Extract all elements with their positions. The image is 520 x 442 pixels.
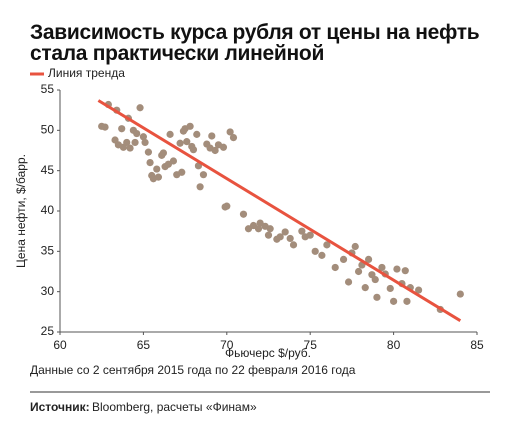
point xyxy=(208,132,216,140)
point xyxy=(289,241,298,249)
point xyxy=(386,284,394,293)
point xyxy=(403,297,411,305)
x-tick-label: 80 xyxy=(387,338,401,352)
point xyxy=(281,228,289,236)
point xyxy=(415,286,423,294)
point xyxy=(254,225,263,233)
point xyxy=(298,227,306,235)
chart-title: Зависимость курса рубля от цены на нефть… xyxy=(30,21,480,65)
y-tick-label: 50 xyxy=(41,123,55,137)
y-tick-label: 30 xyxy=(41,284,55,298)
point xyxy=(331,263,339,272)
point xyxy=(139,133,147,141)
point xyxy=(153,165,161,173)
point xyxy=(166,130,174,138)
source-label: Источник: xyxy=(30,400,90,414)
point xyxy=(456,290,464,298)
x-tick-label: 60 xyxy=(53,338,67,352)
point xyxy=(186,122,194,130)
point xyxy=(141,138,149,147)
point xyxy=(361,284,369,292)
point xyxy=(264,231,273,239)
y-tick-label: 25 xyxy=(41,324,55,338)
point xyxy=(378,263,386,272)
point xyxy=(371,275,379,284)
point xyxy=(339,255,348,263)
point xyxy=(390,297,398,305)
trend-line xyxy=(97,99,462,322)
y-tick-label: 35 xyxy=(41,244,55,258)
y-tick-label: 40 xyxy=(41,203,55,217)
point xyxy=(393,265,401,273)
point xyxy=(189,146,198,154)
point xyxy=(354,267,363,276)
point xyxy=(323,241,331,249)
point xyxy=(169,157,178,165)
point xyxy=(229,133,238,142)
point xyxy=(223,202,231,210)
point xyxy=(101,123,109,131)
point xyxy=(131,138,139,147)
legend-label: Линия тренда xyxy=(48,66,125,80)
point xyxy=(178,168,186,176)
point xyxy=(286,234,294,243)
point xyxy=(133,129,141,138)
point xyxy=(176,139,184,147)
point xyxy=(199,171,208,179)
point xyxy=(146,159,154,167)
point xyxy=(193,130,201,138)
x-tick-label: 70 xyxy=(220,338,234,352)
point xyxy=(183,138,191,146)
x-tick-label: 75 xyxy=(304,338,318,352)
point xyxy=(154,173,163,181)
point xyxy=(144,148,153,156)
point xyxy=(159,149,168,157)
point xyxy=(401,267,409,275)
y-tick-label: 45 xyxy=(41,163,55,177)
point xyxy=(351,242,359,251)
point xyxy=(196,183,204,191)
point xyxy=(344,278,353,286)
point xyxy=(276,233,284,241)
point xyxy=(364,255,373,263)
point xyxy=(219,143,228,151)
point xyxy=(136,104,144,112)
y-tick-label: 55 xyxy=(41,82,55,96)
point xyxy=(306,231,314,239)
x-tick-label: 85 xyxy=(470,338,484,352)
point xyxy=(239,210,248,218)
point xyxy=(211,146,219,155)
point xyxy=(266,225,274,233)
y-axis-label: Цена нефти, $/барр. xyxy=(14,154,28,268)
point xyxy=(226,128,234,136)
x-axis-label: Фьючерс $/руб. xyxy=(225,346,311,360)
x-tick-label: 65 xyxy=(137,338,151,352)
point xyxy=(118,125,126,133)
source-text: Bloomberg, расчеты «Финам» xyxy=(92,400,257,414)
point xyxy=(126,144,134,152)
point xyxy=(318,251,326,259)
note: Данные со 2 сентября 2015 года по 22 фев… xyxy=(30,363,356,377)
point xyxy=(373,293,381,301)
point xyxy=(311,247,319,255)
point xyxy=(123,138,131,147)
